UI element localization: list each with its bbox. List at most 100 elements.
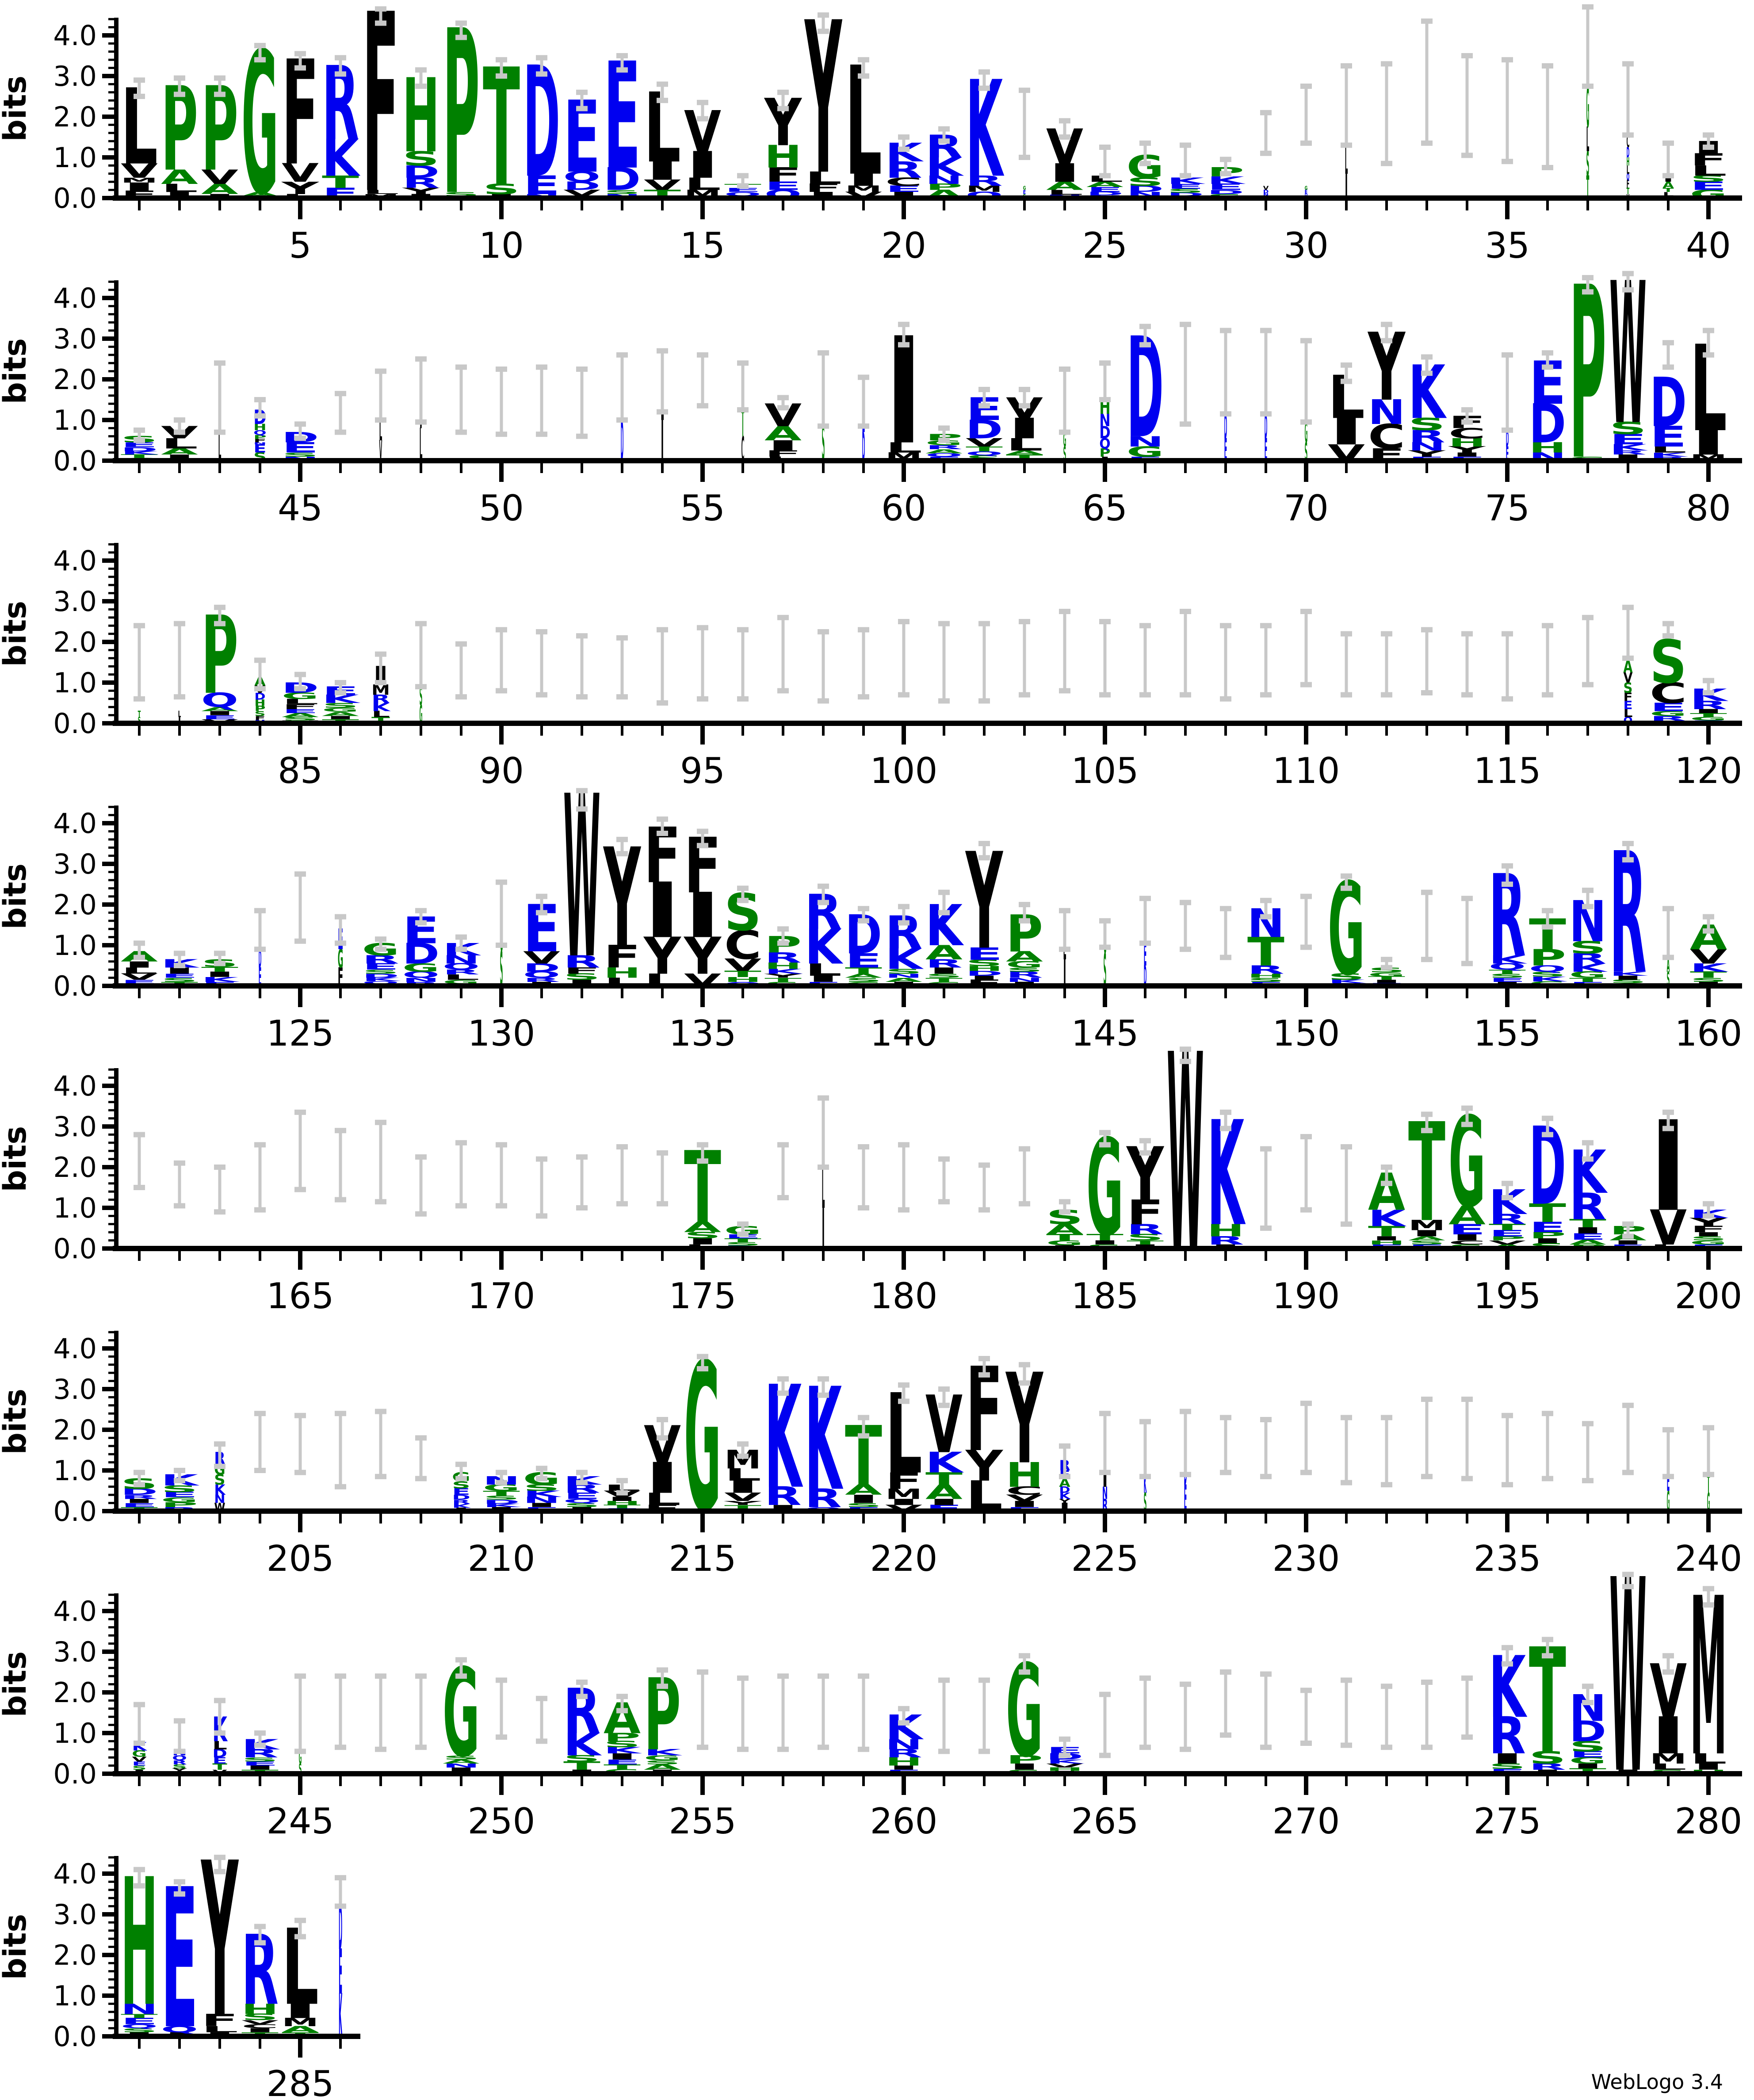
logo-letter: C: [241, 2023, 279, 2030]
logo-letter: H: [1207, 1221, 1244, 1241]
logo-letter: S: [483, 1494, 520, 1501]
logo-letter: E: [1506, 443, 1509, 466]
error-bar-cap-bottom: [1341, 1221, 1352, 1227]
y-tick-label: 4.0: [53, 1595, 97, 1627]
logo-letter: K: [1059, 1491, 1070, 1501]
error-bar-cap-bottom: [254, 413, 266, 419]
logo-letter: Y: [804, 0, 842, 221]
logo-letter: H: [241, 2001, 279, 2017]
error-bar-cap-top: [1220, 157, 1231, 162]
error-bar-cap-top: [1019, 1146, 1030, 1152]
error-bar-cap-top: [576, 788, 588, 794]
logo-letter: K: [563, 1727, 602, 1763]
error-bar-cap-top: [697, 625, 708, 630]
error-bar-cap-top: [1542, 1637, 1553, 1642]
y-tick-label: 0.0: [53, 445, 97, 477]
error-bar-cap-bottom: [455, 1203, 467, 1209]
error-bar-cap-top: [375, 651, 386, 657]
logo-letter: I: [1006, 412, 1043, 445]
error-bar-cap-bottom: [898, 146, 909, 152]
logo-letter: Q: [1489, 962, 1526, 971]
logo-letter: N: [121, 2001, 158, 2017]
error-bar-cap-top: [335, 914, 346, 920]
logo-letter: E: [1224, 432, 1227, 468]
logo-letter: I: [1408, 1229, 1445, 1238]
error-bar-cap-bottom: [1019, 1380, 1030, 1386]
logo-letter: A: [201, 706, 238, 713]
logo-letter: F: [254, 715, 265, 722]
error-bar-cap-top: [1703, 1201, 1714, 1207]
logo-letter: A: [322, 711, 359, 718]
logo-letter: M: [121, 176, 158, 184]
logo-letter: Q: [121, 2023, 158, 2030]
y-tick-label: 4.0: [53, 282, 97, 314]
logo-letter: K: [604, 1745, 642, 1755]
x-tick-label: 255: [669, 1801, 737, 1842]
logo-letter: I: [966, 974, 1003, 981]
logo-letter: I: [1328, 410, 1365, 453]
logo-letter: S: [121, 2027, 158, 2034]
error-bar-cap-top: [1622, 841, 1634, 846]
error-bar-cap-bottom: [978, 698, 990, 704]
error-bar-cap-top: [576, 1470, 588, 1475]
logo-letter: R: [1207, 1234, 1244, 1247]
logo-letter: E: [1650, 701, 1687, 714]
logo-letter: S: [1167, 187, 1204, 194]
error-bar-cap-top: [254, 1411, 266, 1417]
logo-letter: A: [1624, 657, 1633, 677]
error-bar-cap-bottom: [898, 342, 909, 347]
logo-letter: I: [1086, 1239, 1123, 1246]
logo-letter: Q: [1529, 964, 1566, 974]
error-bar-cap-top: [1502, 57, 1513, 63]
logo-letter: L: [178, 709, 181, 719]
logo-letter: V: [201, 166, 238, 189]
error-bar-cap-bottom: [1703, 145, 1714, 150]
logo-letter: A: [161, 447, 198, 456]
logo-letter: D: [254, 691, 265, 702]
x-tick-label: 20: [881, 225, 926, 266]
x-tick-label: 280: [1675, 1801, 1743, 1842]
logo-letter: I: [1046, 158, 1083, 188]
error-bar-cap-bottom: [858, 1205, 869, 1210]
logo-letter: Q: [172, 1754, 187, 1762]
error-bar-cap-bottom: [455, 1476, 467, 1481]
error-bar-cap-top: [616, 1478, 628, 1483]
x-tick-label: 180: [870, 1275, 938, 1317]
logo-letter: I: [523, 1502, 560, 1508]
error-bar-cap-top: [1381, 957, 1392, 962]
error-bar-cap-bottom: [1703, 352, 1714, 358]
logo-letter: I: [161, 966, 198, 976]
logo-letter: E: [339, 1936, 342, 2008]
error-bar-cap-top: [134, 1132, 145, 1138]
y-axis-title: bits: [0, 338, 33, 404]
error-bar-cap-top: [1099, 1411, 1111, 1417]
error-bar-cap-bottom: [978, 403, 990, 409]
error-bar-cap-top: [1542, 1115, 1553, 1121]
logo-letter: T: [1690, 970, 1727, 980]
logo-letter: K: [523, 1489, 562, 1499]
x-tick-label: 195: [1474, 1275, 1541, 1317]
error-bar-cap-top: [1019, 619, 1030, 624]
error-bar-cap-top: [375, 1409, 386, 1414]
error-bar-cap-top: [1099, 1691, 1111, 1697]
logo-letter: R: [443, 968, 480, 976]
error-bar-cap-top: [1180, 900, 1191, 905]
logo-letter: L: [805, 960, 842, 980]
error-bar-cap-bottom: [1059, 134, 1070, 140]
y-tick-label: 0.0: [53, 970, 97, 1002]
logo-letter: S: [241, 1756, 279, 1763]
y-tick-label: 0.0: [53, 182, 97, 214]
logo-letter: Q: [966, 450, 1003, 457]
error-bar-cap-top: [1099, 360, 1111, 366]
error-bar-cap-top: [1019, 387, 1030, 392]
logo-letter: L: [161, 435, 198, 452]
error-bar-cap-bottom: [1421, 1128, 1433, 1134]
error-bar-cap-bottom: [1300, 419, 1312, 425]
logo-letter: D: [621, 409, 624, 474]
error-bar-cap-top: [1461, 53, 1473, 58]
logo-letter: C: [741, 429, 745, 469]
error-bar-cap-top: [898, 1382, 909, 1388]
logo-letter: S: [1529, 970, 1566, 978]
error-bar-cap-bottom: [1421, 690, 1433, 695]
error-bar-cap-bottom: [1300, 140, 1312, 146]
